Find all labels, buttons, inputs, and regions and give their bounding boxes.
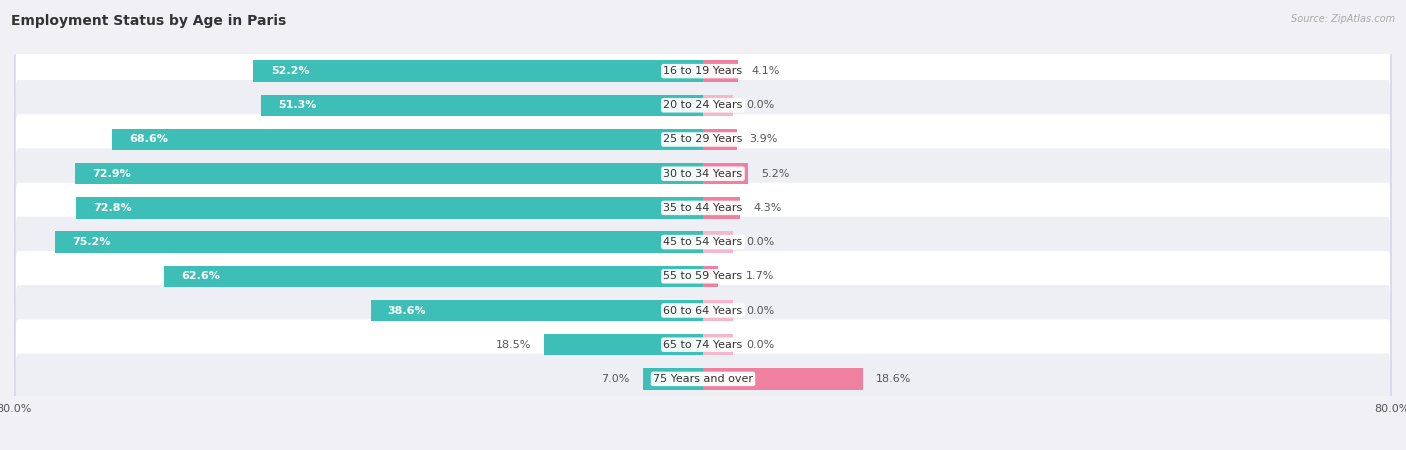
Text: 72.8%: 72.8% — [93, 203, 132, 213]
Text: 45 to 54 Years: 45 to 54 Years — [664, 237, 742, 247]
FancyBboxPatch shape — [15, 251, 1391, 302]
Bar — [703, 266, 717, 287]
Text: 20 to 24 Years: 20 to 24 Years — [664, 100, 742, 110]
FancyBboxPatch shape — [15, 285, 1391, 336]
Text: 35 to 44 Years: 35 to 44 Years — [664, 203, 742, 213]
Text: 62.6%: 62.6% — [181, 271, 219, 281]
Bar — [75, 163, 703, 184]
Bar — [703, 334, 733, 356]
Text: 18.6%: 18.6% — [876, 374, 911, 384]
Bar — [703, 231, 733, 253]
Bar — [253, 60, 703, 82]
Text: 72.9%: 72.9% — [93, 169, 131, 179]
Bar — [544, 334, 703, 356]
Bar — [112, 129, 703, 150]
Bar — [703, 300, 733, 321]
Text: 7.0%: 7.0% — [602, 374, 630, 384]
Bar — [703, 129, 737, 150]
Bar — [371, 300, 703, 321]
Text: 0.0%: 0.0% — [747, 306, 775, 315]
Text: Employment Status by Age in Paris: Employment Status by Age in Paris — [11, 14, 287, 27]
FancyBboxPatch shape — [14, 216, 1392, 269]
Text: 0.0%: 0.0% — [747, 100, 775, 110]
Text: 51.3%: 51.3% — [278, 100, 316, 110]
FancyBboxPatch shape — [14, 318, 1392, 371]
FancyBboxPatch shape — [14, 250, 1392, 303]
FancyBboxPatch shape — [15, 80, 1391, 130]
Legend: In Labor Force, Unemployed: In Labor Force, Unemployed — [599, 447, 807, 450]
Text: 68.6%: 68.6% — [129, 135, 169, 144]
Bar — [703, 368, 863, 390]
FancyBboxPatch shape — [14, 45, 1392, 98]
Bar — [643, 368, 703, 390]
Bar — [703, 94, 733, 116]
Bar — [76, 197, 703, 219]
Text: 4.1%: 4.1% — [751, 66, 779, 76]
FancyBboxPatch shape — [15, 217, 1391, 267]
Text: 5.2%: 5.2% — [761, 169, 789, 179]
Bar — [165, 266, 703, 287]
Text: 25 to 29 Years: 25 to 29 Years — [664, 135, 742, 144]
Bar — [262, 94, 703, 116]
FancyBboxPatch shape — [15, 114, 1391, 165]
Text: 55 to 59 Years: 55 to 59 Years — [664, 271, 742, 281]
Text: 38.6%: 38.6% — [388, 306, 426, 315]
Bar — [703, 163, 748, 184]
FancyBboxPatch shape — [15, 183, 1391, 233]
FancyBboxPatch shape — [15, 354, 1391, 404]
FancyBboxPatch shape — [14, 181, 1392, 234]
Text: 75 Years and over: 75 Years and over — [652, 374, 754, 384]
Bar — [703, 60, 738, 82]
Text: 3.9%: 3.9% — [749, 135, 778, 144]
FancyBboxPatch shape — [14, 113, 1392, 166]
FancyBboxPatch shape — [14, 147, 1392, 200]
Text: 4.3%: 4.3% — [754, 203, 782, 213]
Text: 75.2%: 75.2% — [73, 237, 111, 247]
FancyBboxPatch shape — [14, 284, 1392, 337]
Text: 30 to 34 Years: 30 to 34 Years — [664, 169, 742, 179]
Text: 16 to 19 Years: 16 to 19 Years — [664, 66, 742, 76]
Text: 0.0%: 0.0% — [747, 340, 775, 350]
FancyBboxPatch shape — [15, 148, 1391, 199]
Text: 1.7%: 1.7% — [747, 271, 775, 281]
Bar — [703, 197, 740, 219]
FancyBboxPatch shape — [15, 320, 1391, 370]
Text: 60 to 64 Years: 60 to 64 Years — [664, 306, 742, 315]
Text: 52.2%: 52.2% — [271, 66, 309, 76]
Bar — [55, 231, 703, 253]
Text: 0.0%: 0.0% — [747, 237, 775, 247]
FancyBboxPatch shape — [15, 46, 1391, 96]
Text: 18.5%: 18.5% — [495, 340, 531, 350]
FancyBboxPatch shape — [14, 352, 1392, 405]
FancyBboxPatch shape — [14, 79, 1392, 132]
Text: 65 to 74 Years: 65 to 74 Years — [664, 340, 742, 350]
Text: Source: ZipAtlas.com: Source: ZipAtlas.com — [1291, 14, 1395, 23]
